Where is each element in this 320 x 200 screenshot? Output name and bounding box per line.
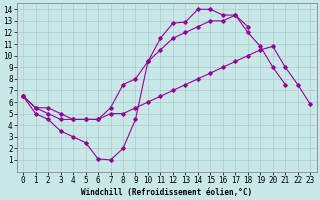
X-axis label: Windchill (Refroidissement éolien,°C): Windchill (Refroidissement éolien,°C) (81, 188, 252, 197)
